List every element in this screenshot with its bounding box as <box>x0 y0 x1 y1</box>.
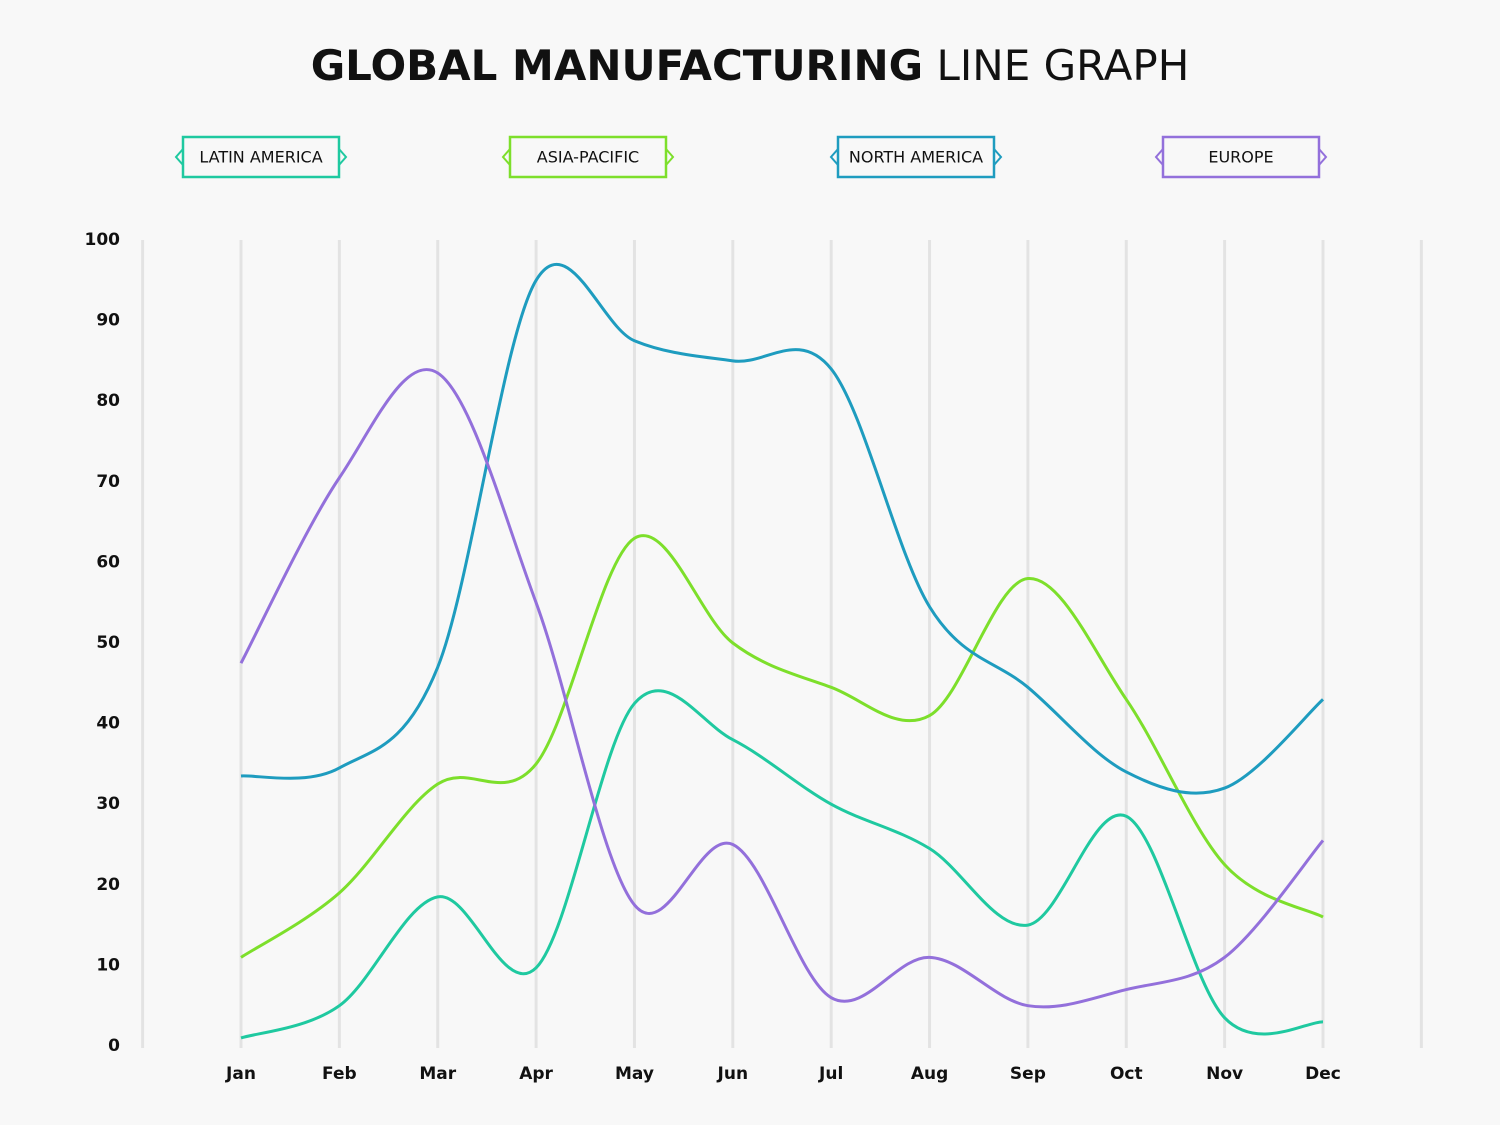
legend-arrow <box>829 148 839 166</box>
legend-arrow <box>993 148 1003 166</box>
line <box>240 534 1324 959</box>
legend-label: EUROPE <box>1208 148 1273 167</box>
x-tick-label: May <box>615 1064 654 1084</box>
legend-item: EUROPE <box>1154 135 1328 179</box>
x-tick-label: Jan <box>225 1064 256 1084</box>
y-tick-label: 70 <box>96 472 120 492</box>
legend-box <box>836 135 996 179</box>
x-tick-label: Mar <box>419 1064 456 1084</box>
y-tick-label: 0 <box>108 1036 120 1056</box>
legend-arrow <box>501 148 511 166</box>
grid <box>141 240 1423 1048</box>
y-tick-label: 80 <box>96 391 120 411</box>
x-tick-label: Sep <box>1010 1064 1046 1084</box>
legend-box <box>1161 135 1321 179</box>
legend-label: ASIA-PACIFIC <box>537 148 639 167</box>
x-tick-label: Nov <box>1206 1064 1243 1084</box>
y-tick-label: 50 <box>96 633 120 653</box>
legend-box <box>508 135 668 179</box>
x-tick-label: Jun <box>717 1064 749 1084</box>
plot <box>239 262 1325 1040</box>
legend-arrow <box>1154 148 1164 166</box>
title-light: LINE GRAPH <box>937 41 1190 90</box>
y-tick-label: 60 <box>96 552 120 572</box>
legend-item: NORTH AMERICA <box>829 135 1003 179</box>
x-tick-label: Jul <box>818 1064 843 1084</box>
y-tick-label: 20 <box>96 875 120 895</box>
legend-arrow <box>1318 148 1328 166</box>
legend-arrow <box>174 148 184 166</box>
legend-arrow <box>665 148 675 166</box>
x-tick-label: Oct <box>1110 1064 1143 1084</box>
line <box>239 368 1325 1009</box>
line <box>240 262 1325 795</box>
legend: LATIN AMERICA ASIA-PACIFIC NORTH AMERICA EU… <box>174 135 1328 179</box>
x-tick-label: Feb <box>322 1064 357 1084</box>
title-bold: GLOBAL MANUFACTURING <box>311 41 923 90</box>
y-tick-label: 10 <box>96 955 120 975</box>
chart-title: GLOBAL MANUFACTURING LINE GRAPH <box>311 41 1190 90</box>
legend-box <box>181 135 341 179</box>
legend-arrow <box>338 148 348 166</box>
legend-label: NORTH AMERICA <box>849 148 983 167</box>
legend-label: LATIN AMERICA <box>199 148 322 167</box>
y-tick-label: 100 <box>85 230 121 250</box>
x-tick-label: Apr <box>519 1064 553 1084</box>
x-tick-label: Dec <box>1305 1064 1341 1084</box>
y-tick-label: 90 <box>96 311 120 331</box>
legend-item: ASIA-PACIFIC <box>501 135 675 179</box>
x-tick-label: Aug <box>911 1064 948 1084</box>
legend-item: LATIN AMERICA <box>174 135 348 179</box>
y-tick-label: 30 <box>96 794 120 814</box>
y-tick-label: 40 <box>96 714 120 734</box>
line <box>240 689 1324 1040</box>
